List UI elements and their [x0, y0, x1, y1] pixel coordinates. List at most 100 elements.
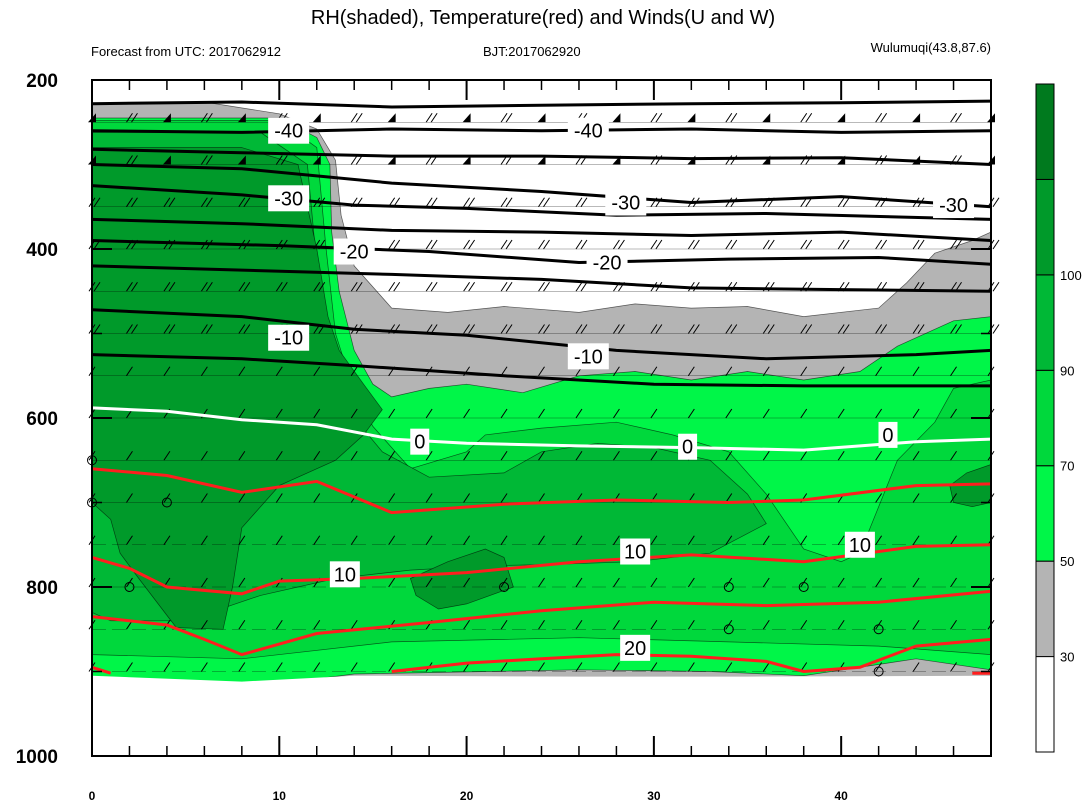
wind-barb [837, 366, 845, 377]
contour-label: 10 [334, 564, 356, 586]
wind-barb [238, 535, 246, 546]
wind-barb [500, 324, 508, 334]
contour-label: -40 [574, 121, 603, 143]
wind-barb [687, 535, 695, 546]
wind-barb [912, 619, 920, 630]
wind-barb [350, 662, 358, 672]
wind-barb [538, 450, 545, 461]
wind-barb [131, 324, 138, 334]
wind-barb [912, 239, 920, 250]
wind-barb [425, 535, 433, 546]
contour-label-box [268, 185, 310, 212]
wind-barb [318, 281, 326, 292]
wind-barb [992, 324, 1000, 334]
wind-barb [463, 493, 470, 503]
colorbar-swatch [1035, 656, 1055, 753]
wind-barb [430, 281, 438, 292]
wind-barb [538, 619, 545, 630]
wind-barb [725, 112, 733, 123]
wind-barb [950, 366, 957, 377]
wind-barb [655, 239, 663, 250]
wind-barb [687, 577, 695, 588]
wind-barb [543, 281, 550, 292]
x-tick-label: 0 [89, 789, 96, 803]
wind-barb [687, 619, 695, 630]
wind-barb [538, 239, 545, 250]
zero-isotherm [91, 406, 992, 452]
contour-label-box [268, 117, 310, 144]
wind-barb [730, 324, 738, 334]
wind-barb [275, 535, 283, 546]
warm-isotherm-0 [91, 467, 992, 515]
wind-barb [275, 662, 283, 672]
wind-barb [800, 408, 808, 419]
wind-barb [355, 155, 363, 165]
wind-barb [500, 112, 508, 123]
y-tick-label: 600 [26, 409, 58, 430]
wind-barb [992, 239, 1000, 250]
wind-barb [762, 450, 770, 461]
wind-barb [650, 324, 658, 334]
wind-barb [543, 324, 550, 334]
wind-barb [168, 281, 176, 292]
wind-barb [238, 197, 246, 208]
wind-barb [505, 239, 513, 250]
contour-label-box [678, 433, 698, 460]
wind-barb [200, 577, 208, 588]
warm-isotherm-4 [91, 665, 112, 675]
y-tick-label: 1000 [16, 747, 58, 768]
wind-barb [500, 197, 508, 208]
warm-isotherm-2 [91, 589, 992, 657]
wind-barb [618, 239, 625, 250]
wind-barb [275, 366, 283, 377]
contour-label: -30 [274, 188, 303, 210]
wind-barb [313, 662, 321, 672]
wind-barb [168, 197, 176, 208]
wind-barb [126, 450, 133, 461]
wind-barb [575, 619, 583, 630]
contour-label: -10 [574, 346, 603, 368]
contour-label: 0 [882, 425, 893, 447]
wind-barb [767, 239, 775, 250]
wind-barb [280, 281, 288, 292]
wind-barb [575, 535, 583, 546]
contour-label-box [878, 421, 898, 448]
wind-barb [725, 662, 733, 672]
wind-barb [425, 239, 433, 250]
wind-barb [430, 197, 438, 208]
wind-barb [388, 662, 396, 672]
wind-barb [580, 197, 588, 208]
wind-barb [575, 662, 583, 672]
wind-pennant [462, 113, 471, 123]
wind-barb [238, 366, 246, 377]
wind-barb [500, 239, 508, 250]
x-tick-label: 40 [834, 789, 848, 803]
contour-label: -10 [274, 328, 303, 350]
wind-barb [655, 112, 663, 123]
wind-barb [388, 239, 396, 250]
contour-label: -30 [939, 195, 968, 217]
wind-barb [800, 450, 808, 461]
wind-barb [800, 112, 808, 123]
wind-barb [762, 662, 770, 672]
y-tick-label: 200 [26, 71, 58, 92]
wind-barb [650, 450, 658, 461]
wind-barb [613, 324, 620, 334]
forecast-subtitle: Forecast from UTC: 2017062912 [91, 44, 281, 59]
colorbar-label: 30 [1060, 650, 1074, 665]
wind-barb [837, 408, 845, 419]
wind-barb [350, 408, 358, 419]
wind-pennant [762, 113, 771, 123]
wind-pennant [312, 155, 321, 165]
contour-label: 10 [849, 535, 871, 557]
cold-isotherm-3 [91, 163, 992, 209]
wind-barb [126, 662, 133, 672]
wind-barb [538, 408, 545, 419]
wind-barb [730, 239, 738, 250]
wind-barb [687, 662, 695, 672]
wind-barb [687, 239, 695, 250]
wind-barb [468, 197, 475, 208]
wind-barb [200, 619, 208, 630]
wind-barb [200, 535, 208, 546]
